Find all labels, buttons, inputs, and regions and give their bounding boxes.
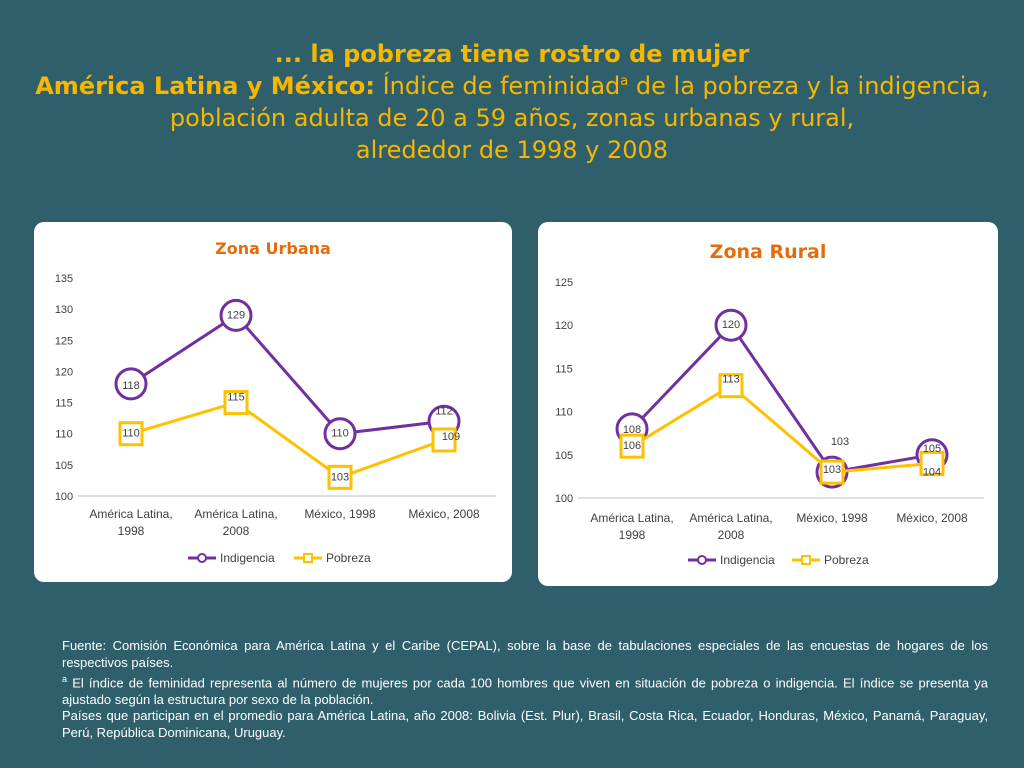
x-tick-label: México, 1998 [796, 511, 868, 525]
legend-marker-indigencia [697, 555, 707, 565]
title-superscript: a [620, 74, 629, 89]
y-tick-label: 100 [55, 491, 73, 503]
x-tick-label: América Latina, [590, 511, 673, 525]
y-tick-label: 125 [555, 277, 573, 289]
data-point-pobreza [327, 464, 353, 490]
footnote-source-text: Comisión Económica para América Latina y… [62, 638, 988, 670]
y-tick-label: 115 [55, 398, 73, 410]
x-tick-label: México, 2008 [408, 507, 480, 521]
page-title: ... la pobreza tiene rostro de mujer Amé… [0, 38, 1024, 166]
title-line-2-rest: Índice de feminidad [374, 72, 621, 100]
y-tick-label: 125 [55, 335, 73, 347]
data-label: 106 [623, 440, 641, 452]
data-label: 115 [227, 392, 245, 404]
data-point-indigencia [219, 298, 253, 332]
data-label: 118 [122, 380, 140, 392]
legend-marker-indigencia [197, 553, 207, 563]
data-label: 120 [722, 319, 740, 331]
legend-label-indigencia: Indigencia [220, 551, 275, 565]
data-label: 108 [623, 424, 641, 436]
title-line-2-bold: América Latina y México: [35, 72, 375, 100]
data-label: 105 [923, 443, 941, 455]
footnote-countries: Países que participan en el promedio par… [62, 708, 988, 740]
chart-panel-rural: Zona Rural 100 105 110 115 120 125 América Lati… [538, 222, 998, 586]
data-point-pobreza [619, 433, 645, 459]
legend-label-pobreza: Pobreza [326, 551, 371, 565]
data-label: 113 [722, 374, 740, 386]
data-label: 103 [331, 471, 349, 483]
x-tick-label: 1998 [118, 524, 145, 538]
x-tick-label: México, 2008 [896, 511, 968, 525]
chart-panel-urbana: Zona Urbana 100 105 110 115 120 125 130 135 Améri… [34, 222, 512, 582]
y-tick-label: 115 [555, 363, 573, 375]
data-point-pobreza [919, 450, 945, 476]
data-point-pobreza [431, 427, 457, 453]
data-point-pobreza [819, 459, 845, 485]
series-line-indigencia [130, 313, 445, 436]
footnote-source: Fuente: Comisión Económica para América … [62, 638, 988, 671]
data-label: 103 [823, 464, 841, 476]
footnote-note: a El índice de feminidad representa al n… [62, 671, 988, 708]
footnote: Fuente: Comisión Económica para América … [62, 638, 988, 741]
data-label: 112 [435, 405, 453, 417]
chart-urbana: Zona Urbana 100 105 110 115 120 125 130 135 Améri… [55, 239, 496, 565]
y-tick-label: 130 [55, 304, 73, 316]
legend: Indigencia Pobreza [688, 553, 869, 567]
y-tick-label: 135 [55, 273, 73, 285]
data-point-indigencia [114, 367, 148, 401]
series-line-indigencia [630, 322, 933, 474]
data-point-indigencia [714, 308, 748, 342]
series-line-pobreza [631, 383, 933, 474]
y-tick-label: 105 [555, 450, 573, 462]
title-line-2: América Latina y México: Índice de femin… [0, 70, 1024, 102]
x-tick-label: 2008 [718, 528, 745, 542]
title-line-4: alrededor de 1998 y 2008 [355, 136, 669, 164]
chart-title: Zona Urbana [215, 239, 331, 258]
x-tick-label: América Latina, [194, 507, 277, 521]
title-line-3: población adulta de 20 a 59 años, zonas … [169, 104, 855, 132]
title-line-1: ... la pobreza tiene rostro de mujer [274, 40, 750, 68]
y-tick-label: 120 [555, 320, 573, 332]
x-tick-label: México, 1998 [304, 507, 376, 521]
legend-marker-pobreza [801, 555, 811, 565]
data-point-pobreza [223, 390, 249, 416]
footnote-source-label: Fuente: [62, 638, 107, 653]
data-label: 104 [923, 466, 941, 478]
legend: Indigencia Pobreza [188, 551, 371, 565]
title-line-2-end: de la pobreza y la indigencia, [628, 72, 989, 100]
y-tick-label: 110 [55, 429, 73, 441]
data-label: 109 [442, 431, 460, 443]
x-tick-label: América Latina, [689, 511, 772, 525]
data-label: 129 [227, 309, 245, 321]
data-point-pobreza [718, 373, 744, 399]
x-tick-label: 2008 [223, 524, 250, 538]
x-tick-label: América Latina, [89, 507, 172, 521]
legend-label-pobreza: Pobreza [824, 553, 869, 567]
chart-title: Zona Rural [710, 241, 827, 263]
chart-rural: Zona Rural 100 105 110 115 120 125 América Lati… [555, 241, 984, 567]
y-tick-label: 110 [555, 407, 573, 419]
data-label: 110 [122, 428, 140, 440]
data-label: 110 [331, 428, 349, 440]
x-tick-label: 1998 [619, 528, 646, 542]
data-point-indigencia [323, 417, 357, 451]
data-point-pobreza [118, 421, 144, 447]
y-tick-label: 100 [555, 493, 573, 505]
series-line-pobreza [130, 400, 445, 479]
data-label: 103 [831, 436, 849, 448]
y-tick-label: 120 [55, 366, 73, 378]
footnote-note-text: El índice de feminidad representa al núm… [62, 675, 988, 707]
legend-label-indigencia: Indigencia [720, 553, 775, 567]
legend-marker-pobreza [303, 553, 313, 563]
y-tick-label: 105 [55, 460, 73, 472]
footnote-note-mark: a [62, 674, 68, 684]
